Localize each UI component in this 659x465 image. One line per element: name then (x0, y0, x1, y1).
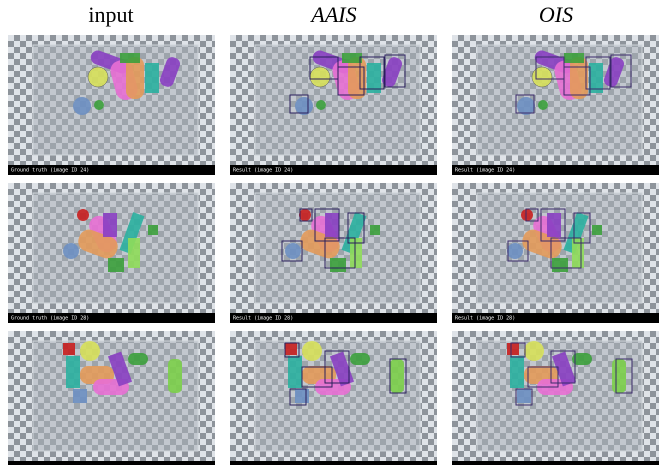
caption: Ground truth (image ID 28) (11, 316, 89, 322)
result-image: Result (image ID 28) (230, 183, 437, 323)
caption: Result (image ID 28) (455, 316, 515, 322)
image-content: Ground truth (image ID 24) (8, 35, 215, 175)
result-image: Result (image ID 24) (452, 35, 659, 175)
caption: Result (image ID 24) (233, 168, 293, 174)
caption: Result (image ID 24) (455, 168, 515, 174)
caption-strip (452, 461, 659, 465)
column-header: input (88, 2, 133, 27)
result-image (230, 331, 437, 465)
image-content: Result (image ID 28) (452, 183, 659, 323)
result-image: Result (image ID 28) (452, 183, 659, 323)
header-row: input AAIS OIS (88, 2, 573, 27)
caption-strip (230, 461, 437, 465)
result-image (452, 331, 659, 465)
image-content: Result (image ID 24) (230, 35, 437, 175)
result-image (8, 331, 215, 465)
result-image: Ground truth (image ID 24) (8, 35, 215, 175)
image-content: Result (image ID 24) (452, 35, 659, 175)
figure: input AAIS OIS Ground truth (image ID 24… (0, 0, 659, 465)
image-content (8, 331, 215, 465)
caption: Ground truth (image ID 24) (11, 168, 89, 174)
image-content (452, 331, 659, 465)
image-content: Ground truth (image ID 28) (8, 183, 215, 323)
image-content: Result (image ID 28) (230, 183, 437, 323)
result-image: Ground truth (image ID 28) (8, 183, 215, 323)
column-header: AAIS (309, 2, 356, 27)
caption: Result (image ID 28) (233, 316, 293, 322)
column-header: OIS (539, 2, 573, 27)
caption-strip (8, 461, 215, 465)
image-content (230, 331, 437, 465)
result-image: Result (image ID 24) (230, 35, 437, 175)
